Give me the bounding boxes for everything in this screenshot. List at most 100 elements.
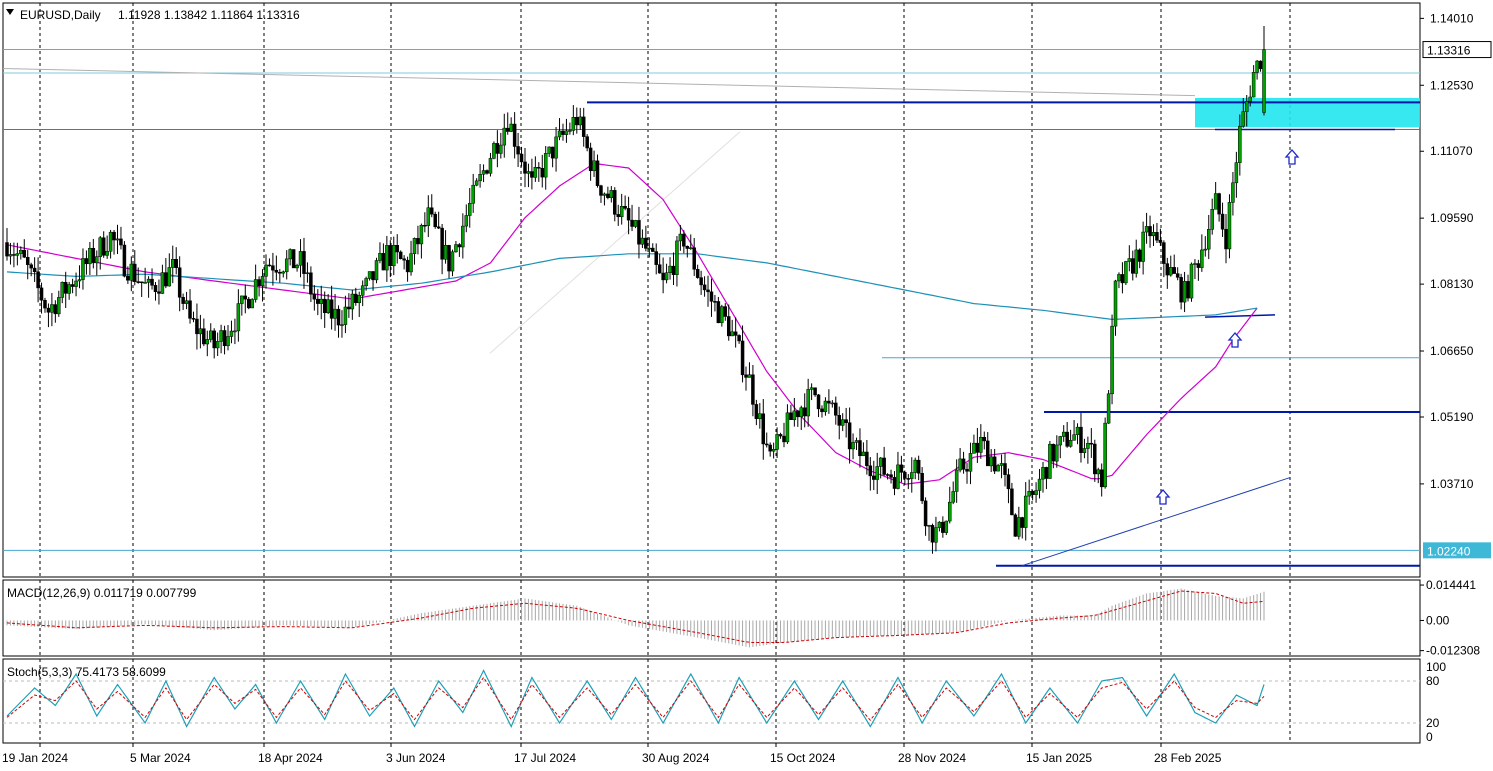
candle-body xyxy=(813,387,817,396)
candle-body xyxy=(426,207,431,226)
vertical-gridlines xyxy=(39,3,1291,743)
candle-body xyxy=(126,275,130,281)
candle-body xyxy=(633,220,638,227)
candle-body xyxy=(219,330,223,342)
candle-body xyxy=(554,136,558,159)
candle-body xyxy=(1099,469,1104,488)
candle-body xyxy=(920,472,924,502)
candle-body xyxy=(1155,232,1159,241)
symbol-label: EURUSD,Daily xyxy=(20,8,101,22)
candle-body xyxy=(737,335,741,342)
up-arrow-icon xyxy=(1284,149,1300,165)
candle-body xyxy=(706,289,710,293)
y-tick-label: 1.08130 xyxy=(1430,277,1474,291)
price-tags: 1.13316 1.02240 xyxy=(1422,41,1492,559)
candle-body xyxy=(1068,440,1073,447)
candle-body xyxy=(540,167,545,178)
candle-body xyxy=(1175,273,1180,278)
candle-body xyxy=(63,282,68,294)
candle-body xyxy=(751,374,755,405)
candle-body xyxy=(39,287,44,301)
x-tick-label: 28 Feb 2025 xyxy=(1154,751,1222,765)
candle-body xyxy=(36,271,40,289)
channel-line xyxy=(489,131,741,354)
candle-body xyxy=(668,265,672,273)
candle-body xyxy=(50,304,54,313)
candle-body xyxy=(133,263,137,282)
candle-body xyxy=(837,415,841,426)
candle-body xyxy=(865,451,869,467)
macd-y-tick-label: 0.014441 xyxy=(1426,578,1476,592)
candle-body xyxy=(1172,267,1176,274)
candle-body xyxy=(171,259,175,268)
candle-body xyxy=(129,263,134,281)
candle-body xyxy=(271,265,275,271)
candle-body xyxy=(416,238,420,245)
long-trendline xyxy=(2,68,1196,97)
candle-body xyxy=(1248,96,1252,102)
candle-body xyxy=(1238,125,1242,163)
candle-body xyxy=(792,410,797,420)
up-arrow-icon xyxy=(1155,489,1171,505)
candle-body xyxy=(961,458,966,470)
candle-body xyxy=(167,267,172,287)
candle-body xyxy=(861,451,866,457)
candle-body xyxy=(816,394,821,410)
candle-body xyxy=(1006,474,1011,490)
candle-body xyxy=(88,247,92,265)
stoch-main-line xyxy=(6,669,1265,728)
candle-body xyxy=(568,130,572,132)
candle-body xyxy=(944,520,949,533)
candle-body xyxy=(1061,431,1066,437)
candle-body xyxy=(1227,202,1232,250)
x-tick-label: 28 Nov 2024 xyxy=(898,751,966,765)
candle-body xyxy=(319,298,323,304)
candle-body xyxy=(899,464,904,473)
dropdown-triangle-icon[interactable] xyxy=(6,9,14,15)
candle-body xyxy=(626,208,631,221)
candle-body xyxy=(291,249,296,269)
candle-body xyxy=(74,280,78,287)
panel-frame xyxy=(2,2,1421,578)
candle-body xyxy=(136,281,140,283)
candle-body xyxy=(951,491,955,503)
candle-body xyxy=(385,245,389,271)
candle-body xyxy=(954,469,959,492)
candle-body xyxy=(367,271,372,279)
candle-body xyxy=(796,410,800,418)
candle-body xyxy=(1044,467,1049,479)
candle-body xyxy=(789,412,793,420)
y-tick-label: 1.05190 xyxy=(1430,410,1474,424)
candle-body xyxy=(1234,162,1239,184)
candle-body xyxy=(43,299,47,309)
candle-body xyxy=(495,143,500,154)
candle-body xyxy=(1210,209,1214,230)
candle-body xyxy=(550,146,555,159)
candle-body xyxy=(343,306,348,325)
candle-body xyxy=(357,295,361,304)
candle-body xyxy=(208,330,213,340)
candle-body xyxy=(523,161,527,174)
candle-body xyxy=(1120,274,1125,284)
candle-body xyxy=(267,264,272,267)
candle-body xyxy=(195,318,199,335)
candle-body xyxy=(354,293,358,304)
candle-body xyxy=(1189,263,1194,299)
y-tick-label: 1.03710 xyxy=(1430,477,1474,491)
candle-body xyxy=(519,153,524,163)
candle-body xyxy=(651,247,655,252)
candle-body xyxy=(740,340,745,376)
candle-body xyxy=(1224,228,1228,250)
candle-body xyxy=(485,170,489,174)
candle-body xyxy=(398,251,403,259)
candle-body xyxy=(305,272,310,275)
candle-body xyxy=(457,244,462,248)
price-axis: 1.14010 1.12530 1.11070 1.09590 1.08130 1.066… xyxy=(1420,11,1474,491)
candle-body xyxy=(264,264,268,277)
candle-body xyxy=(112,231,116,241)
candle-body xyxy=(215,341,220,349)
y-tick-label: 1.06650 xyxy=(1430,344,1474,358)
y-tick-label: 1.11070 xyxy=(1430,144,1473,158)
